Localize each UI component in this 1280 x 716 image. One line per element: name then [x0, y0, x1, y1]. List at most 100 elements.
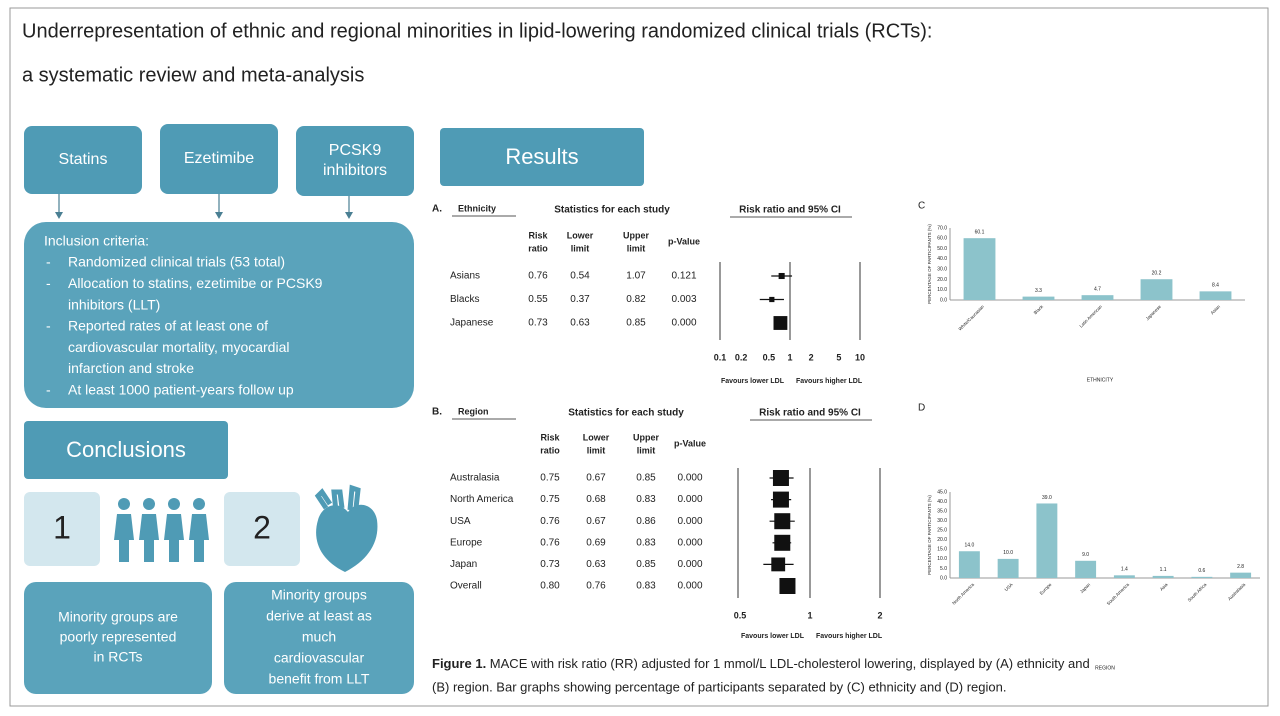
drug-label: Statins [59, 151, 108, 168]
arrow-head [55, 212, 63, 219]
table-cell: 0.75 [540, 494, 560, 505]
column-header: ratio [528, 243, 548, 253]
arrow-head [215, 212, 223, 219]
frame [9, 7, 1269, 707]
bar [1022, 296, 1055, 300]
row-label: Japan [450, 559, 477, 570]
inclusion-item: inhibitors (LLT) [68, 296, 160, 312]
table-cell: 1.07 [626, 271, 646, 282]
y-tick-label: 70.0 [937, 225, 947, 231]
caption-label: Figure 1. [432, 656, 486, 671]
column-header: Upper [633, 432, 660, 442]
table-cell: 0.63 [586, 559, 606, 570]
person-head [118, 498, 130, 510]
y-tick-label: 40.0 [937, 256, 947, 262]
table-cell: 0.000 [677, 516, 702, 527]
person-body [139, 514, 159, 562]
value-label: 14.0 [965, 543, 975, 549]
caption-text: MACE with risk ratio (RR) adjusted for 1… [486, 656, 1090, 671]
inclusion-item: At least 1000 patient-years follow up [68, 382, 294, 398]
bar [1036, 503, 1058, 578]
row-label: Blacks [450, 294, 479, 305]
x-tick-label: Japan [1079, 582, 1092, 595]
drug-box [160, 124, 278, 194]
table-cell: 0.121 [671, 271, 696, 282]
bar [1113, 575, 1135, 578]
column-header: limit [587, 445, 606, 455]
drug-label: inhibitors [323, 162, 387, 179]
table-cell: 0.85 [636, 559, 656, 570]
y-axis-title: PERCENTAGE OF PARTICIPANTS (%) [927, 495, 932, 575]
y-tick-label: 25.0 [937, 528, 947, 534]
results-box [440, 128, 644, 186]
favours-label: Favours higher LDL [796, 378, 863, 385]
inclusion-item: Allocation to statins, ezetimibe or PCSK… [68, 275, 323, 291]
panel-letter: A. [432, 204, 442, 215]
x-tick-label: North America [951, 582, 975, 606]
value-label: 39.0 [1042, 495, 1052, 501]
bar [997, 558, 1019, 578]
y-tick-label: 20.0 [937, 537, 947, 543]
title-line: a systematic review and meta-analysis [22, 64, 364, 86]
risk-ratio-marker [774, 513, 791, 530]
table-cell: 0.000 [671, 318, 696, 329]
risk-ratio-marker [772, 491, 789, 508]
y-tick-label: 30.0 [937, 518, 947, 524]
heart-icon [316, 504, 378, 572]
column-header: p-Value [674, 438, 706, 448]
y-tick-label: 50.0 [937, 246, 947, 252]
x-tick-label: 0.2 [735, 352, 748, 362]
column-header: Lower [567, 230, 594, 240]
value-label: 2.8 [1237, 564, 1244, 570]
table-cell: 0.85 [626, 318, 646, 329]
arrow-head [345, 212, 353, 219]
panel-letter: D [918, 403, 925, 414]
value-label: 10.0 [1003, 550, 1013, 556]
table-cell: 0.85 [636, 473, 656, 484]
person-head [143, 498, 155, 510]
person-head [193, 498, 205, 510]
table-cell: 0.80 [540, 581, 560, 592]
row-label: North America [450, 494, 514, 505]
table-cell: 0.73 [540, 559, 560, 570]
x-tick-label: 1 [787, 352, 792, 362]
column-header: p-Value [668, 236, 700, 246]
x-tick-label: Black [1033, 303, 1045, 315]
drug-label: PCSK9 [329, 142, 382, 159]
favours-label: Favours lower LDL [721, 378, 785, 385]
bullet: - [46, 382, 51, 398]
title-line: Underrepresentation of ethnic and region… [22, 20, 932, 42]
row-label: Australasia [450, 473, 500, 484]
table-cell: 0.55 [528, 294, 548, 305]
bullet: - [46, 318, 51, 334]
panel-letter: B. [432, 407, 442, 418]
table-cell: 0.000 [677, 537, 702, 548]
risk-ratio-marker [778, 272, 785, 280]
x-tick-label: Asia [1159, 582, 1169, 592]
conclusion-number: 1 [53, 509, 71, 545]
stats-heading: Statistics for each study [568, 408, 684, 419]
heart-vessels [314, 484, 361, 513]
conclusion-text: Minority groups are [58, 609, 178, 625]
person-body [164, 514, 184, 562]
x-tick-label: 0.5 [763, 352, 776, 362]
person-body [189, 514, 209, 562]
inclusion-item: Randomized clinical trials (53 total) [68, 254, 285, 270]
plot-heading: Risk ratio and 95% CI [759, 408, 861, 419]
drug-box [24, 126, 142, 194]
bar [1199, 291, 1232, 300]
table-cell: 0.000 [677, 494, 702, 505]
value-label: 1.1 [1160, 567, 1167, 573]
y-tick-label: 30.0 [937, 266, 947, 272]
table-cell: 0.67 [586, 516, 606, 527]
bar [958, 551, 980, 578]
table-cell: 0.86 [636, 516, 656, 527]
bullet: - [46, 275, 51, 291]
x-tick-label: Latin American [1078, 304, 1103, 329]
favours-label: Favours lower LDL [741, 633, 805, 640]
group-label: Ethnicity [458, 203, 496, 213]
risk-ratio-marker [779, 578, 796, 594]
bar [963, 238, 996, 300]
y-tick-label: 10.0 [937, 556, 947, 562]
group-label: Region [458, 406, 489, 416]
